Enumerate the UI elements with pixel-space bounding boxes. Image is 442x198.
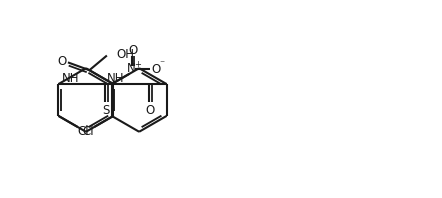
Text: ⁻: ⁻ xyxy=(159,60,164,70)
Text: NH: NH xyxy=(62,72,80,86)
Text: S: S xyxy=(103,104,110,117)
Text: Cl: Cl xyxy=(83,125,95,138)
Text: Cl: Cl xyxy=(77,125,89,138)
Text: +: + xyxy=(134,60,141,69)
Text: N: N xyxy=(127,62,136,75)
Text: O: O xyxy=(128,44,137,57)
Text: O: O xyxy=(58,55,67,68)
Text: OH: OH xyxy=(116,48,134,61)
Text: NH: NH xyxy=(107,72,125,86)
Text: O: O xyxy=(151,63,160,75)
Text: O: O xyxy=(145,104,155,117)
